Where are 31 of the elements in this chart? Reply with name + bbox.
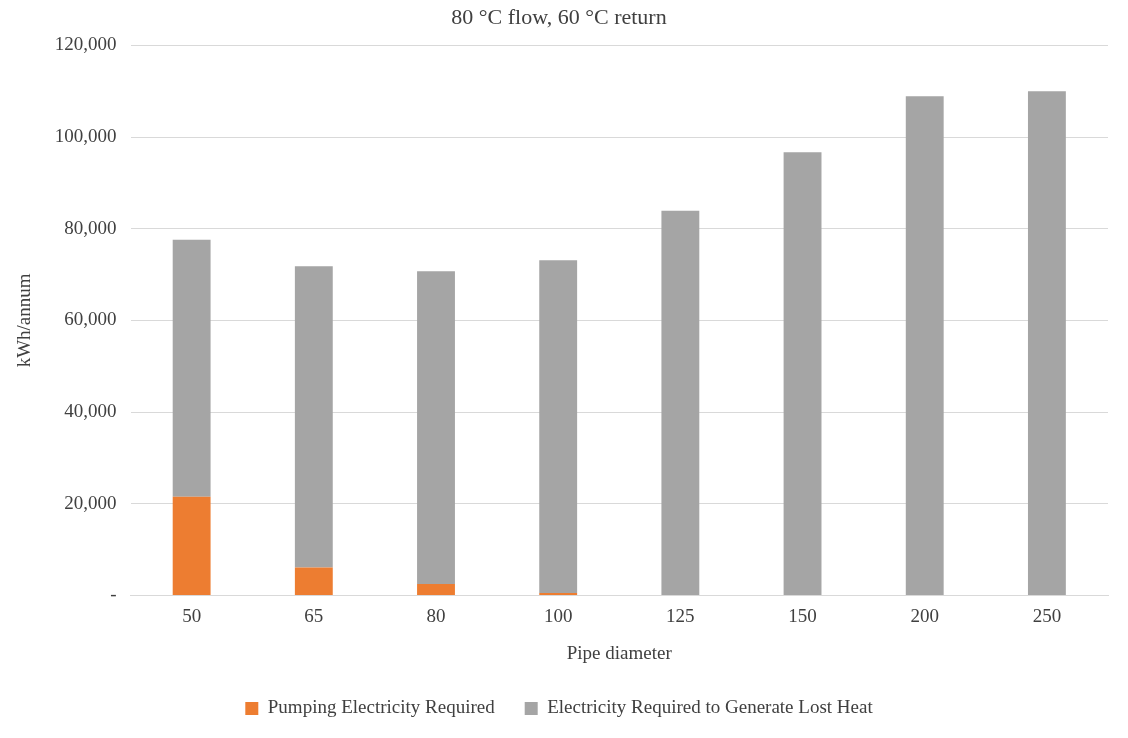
x-tick-label: 50	[182, 604, 202, 626]
x-tick-label: 80	[426, 604, 446, 626]
x-tick-label: 100	[543, 604, 573, 626]
y-tick-label: 20,000	[64, 491, 117, 513]
y-tick-label: 120,000	[54, 33, 117, 55]
y-tick-label: 80,000	[64, 216, 117, 238]
x-tick-label: 250	[1032, 604, 1062, 626]
y-tick-label: -	[110, 583, 117, 605]
chart-title: 80 °C flow, 60 °C return	[451, 3, 667, 29]
bar	[661, 210, 700, 595]
y-tick-label: 60,000	[64, 308, 117, 330]
bar	[172, 496, 211, 595]
bar	[905, 96, 944, 595]
bar	[783, 152, 822, 595]
bar	[172, 239, 211, 497]
x-tick-label: 65	[304, 604, 324, 626]
x-axis-title: Pipe diameter	[566, 641, 673, 663]
bar	[539, 260, 578, 594]
legend-label: Pumping Electricity Required	[267, 696, 496, 718]
x-tick-label: 125	[666, 604, 695, 626]
legend-label: Electricity Required to Generate Lost Heat	[547, 696, 874, 718]
bar	[1027, 91, 1066, 595]
bar	[417, 271, 455, 584]
y-tick-label: 100,000	[54, 125, 117, 147]
x-tick-label: 200	[910, 604, 939, 626]
y-axis-title: kWh/annum	[13, 273, 35, 368]
y-tick-label: 40,000	[64, 400, 117, 422]
bar	[294, 266, 333, 568]
x-tick-label: 150	[788, 604, 817, 626]
bar	[417, 583, 455, 595]
bar	[294, 567, 333, 595]
